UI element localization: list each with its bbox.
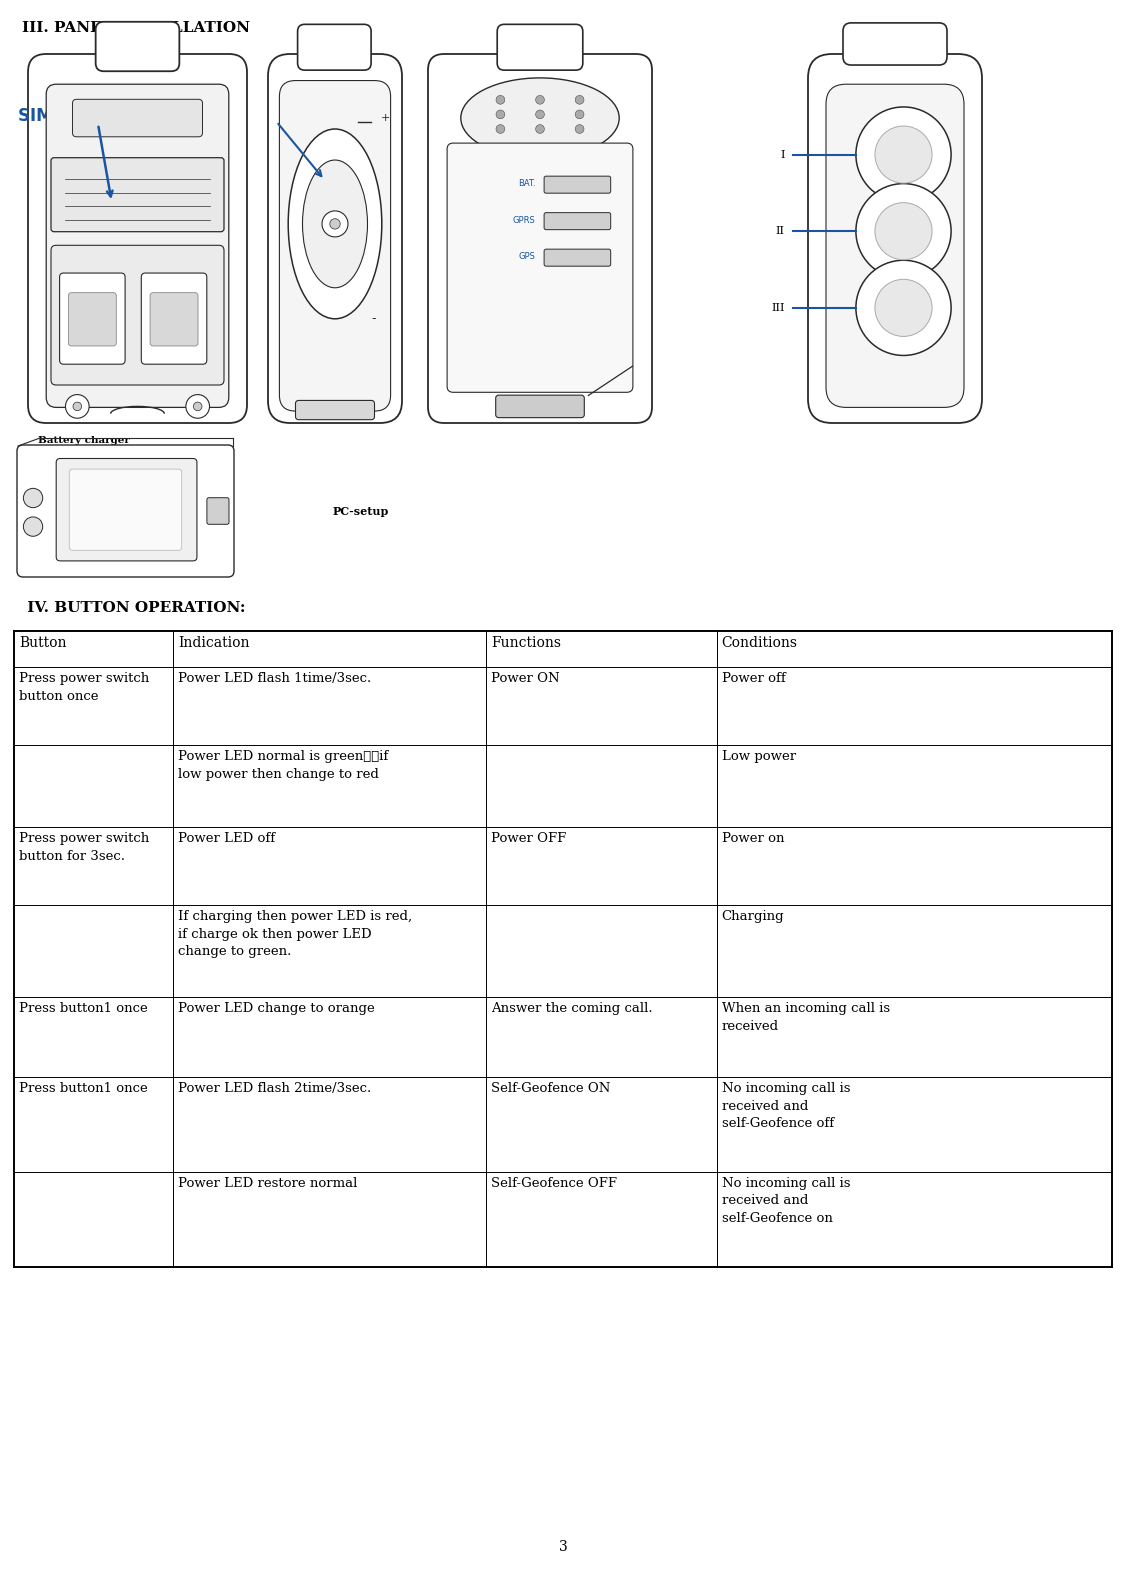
FancyBboxPatch shape — [46, 84, 229, 408]
FancyBboxPatch shape — [498, 24, 583, 71]
Circle shape — [536, 96, 544, 104]
Text: Battery charger: Battery charger — [38, 437, 129, 444]
Text: III: III — [771, 303, 785, 314]
Text: If charging then power LED is red,
if charge ok then power LED
change to green.: If charging then power LED is red, if ch… — [178, 909, 412, 958]
Text: Power off: Power off — [722, 671, 786, 686]
FancyBboxPatch shape — [268, 54, 402, 422]
Circle shape — [575, 96, 584, 104]
Text: Press button1 once: Press button1 once — [19, 1002, 148, 1015]
Circle shape — [330, 219, 340, 229]
FancyBboxPatch shape — [207, 498, 229, 525]
Text: When an incoming call is
received: When an incoming call is received — [722, 1002, 890, 1032]
Text: Press power switch
button for 3sec.: Press power switch button for 3sec. — [19, 832, 150, 862]
FancyBboxPatch shape — [96, 22, 179, 71]
FancyBboxPatch shape — [150, 293, 198, 347]
FancyBboxPatch shape — [428, 54, 652, 422]
Text: BAT.: BAT. — [518, 180, 536, 188]
Circle shape — [536, 125, 544, 134]
Text: Button: Button — [19, 637, 66, 649]
Circle shape — [875, 203, 932, 260]
Text: Power ON: Power ON — [491, 671, 560, 686]
Text: Press power switch
button once: Press power switch button once — [19, 671, 150, 703]
Circle shape — [495, 96, 504, 104]
Circle shape — [495, 125, 504, 134]
Circle shape — [24, 517, 43, 536]
Text: Answer the coming call.: Answer the coming call. — [491, 1002, 653, 1015]
FancyBboxPatch shape — [17, 444, 234, 577]
Circle shape — [24, 489, 43, 507]
FancyBboxPatch shape — [295, 400, 375, 419]
Text: IV. BUTTON OPERATION:: IV. BUTTON OPERATION: — [23, 600, 245, 615]
FancyBboxPatch shape — [843, 24, 947, 65]
Ellipse shape — [461, 77, 619, 158]
FancyBboxPatch shape — [826, 84, 964, 408]
FancyBboxPatch shape — [808, 54, 982, 422]
Text: Indication: Indication — [178, 637, 250, 649]
FancyBboxPatch shape — [56, 459, 197, 561]
Text: Press button1 once: Press button1 once — [19, 1083, 148, 1095]
Ellipse shape — [288, 129, 382, 318]
FancyBboxPatch shape — [447, 143, 633, 392]
FancyBboxPatch shape — [495, 396, 584, 418]
Circle shape — [875, 279, 932, 336]
Text: Self-Geofence OFF: Self-Geofence OFF — [491, 1177, 617, 1190]
Circle shape — [875, 126, 932, 183]
Text: No incoming call is
received and
self-Geofence off: No incoming call is received and self-Ge… — [722, 1083, 850, 1130]
FancyBboxPatch shape — [69, 293, 116, 347]
FancyBboxPatch shape — [28, 54, 247, 422]
Circle shape — [194, 402, 202, 411]
FancyBboxPatch shape — [544, 249, 610, 266]
Text: Power LED off: Power LED off — [178, 832, 276, 845]
Text: +: + — [381, 113, 390, 123]
Text: 3: 3 — [558, 1540, 568, 1554]
Circle shape — [73, 402, 81, 411]
Circle shape — [536, 110, 544, 118]
FancyBboxPatch shape — [72, 99, 203, 137]
Text: Low power: Low power — [722, 750, 796, 763]
Text: Power LED change to orange: Power LED change to orange — [178, 1002, 375, 1015]
Text: I: I — [780, 150, 785, 159]
FancyBboxPatch shape — [51, 158, 224, 232]
Text: PC-setup: PC-setup — [333, 506, 390, 517]
Text: III. PANEL INSTALLATION: III. PANEL INSTALLATION — [23, 20, 250, 35]
Text: Power LED restore normal: Power LED restore normal — [178, 1177, 358, 1190]
Circle shape — [575, 110, 584, 118]
Circle shape — [856, 183, 951, 279]
Bar — [14, 630, 1112, 1267]
Text: Functions: Functions — [491, 637, 561, 649]
Text: Conditions: Conditions — [722, 637, 797, 649]
Text: -: - — [372, 312, 376, 325]
FancyBboxPatch shape — [60, 273, 125, 364]
Circle shape — [495, 110, 504, 118]
FancyBboxPatch shape — [544, 213, 610, 230]
Circle shape — [186, 394, 209, 418]
Text: No incoming call is
received and
self-Geofence on: No incoming call is received and self-Ge… — [722, 1177, 850, 1225]
FancyBboxPatch shape — [297, 24, 372, 71]
FancyBboxPatch shape — [141, 273, 207, 364]
FancyBboxPatch shape — [70, 470, 181, 550]
Text: Power OFF: Power OFF — [491, 832, 566, 845]
Text: GPS: GPS — [519, 252, 536, 262]
Circle shape — [575, 125, 584, 134]
Text: GPRS: GPRS — [512, 216, 536, 225]
Text: SIM card: SIM card — [18, 107, 99, 125]
Text: II: II — [776, 227, 785, 236]
FancyBboxPatch shape — [51, 246, 224, 385]
Text: Power on: Power on — [722, 832, 784, 845]
Circle shape — [856, 107, 951, 202]
Text: Self-Geofence ON: Self-Geofence ON — [491, 1083, 610, 1095]
Text: Charging: Charging — [722, 909, 785, 924]
Text: Power LED flash 1time/3sec.: Power LED flash 1time/3sec. — [178, 671, 372, 686]
Ellipse shape — [303, 161, 367, 288]
Circle shape — [856, 260, 951, 356]
Text: Power LED flash 2time/3sec.: Power LED flash 2time/3sec. — [178, 1083, 372, 1095]
Text: Power LED normal is green　，if
low power then change to red: Power LED normal is green ，if low power … — [178, 750, 388, 780]
Circle shape — [322, 211, 348, 236]
FancyBboxPatch shape — [279, 80, 391, 411]
FancyBboxPatch shape — [544, 177, 610, 194]
Circle shape — [65, 394, 89, 418]
